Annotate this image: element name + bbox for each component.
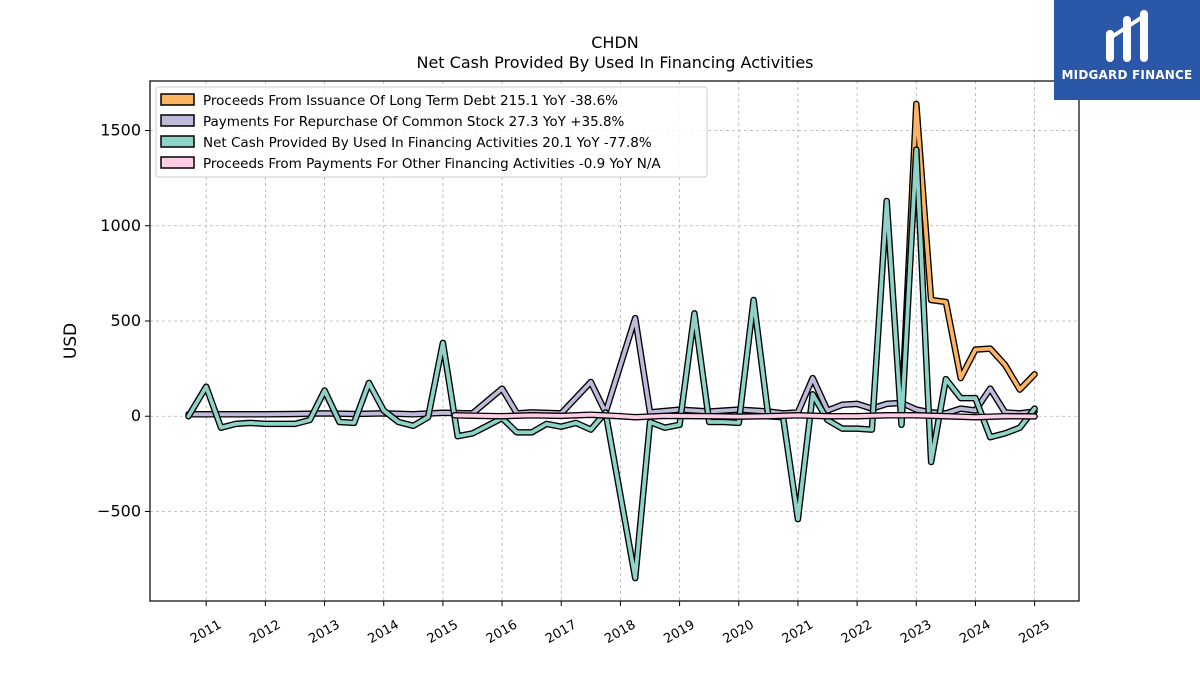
series-layer bbox=[185, 100, 1038, 582]
legend-label: Proceeds From Payments For Other Financi… bbox=[203, 156, 661, 172]
y-tick-label: −500 bbox=[97, 501, 141, 520]
x-tick-label: 2021 bbox=[780, 617, 816, 647]
plot-frame bbox=[149, 80, 1080, 602]
y-tick-label: 500 bbox=[110, 311, 141, 330]
x-tick-label: 2023 bbox=[898, 617, 934, 647]
x-tick-label: 2014 bbox=[366, 617, 402, 647]
series-3-outline bbox=[185, 146, 1038, 582]
brand-logo-mark-icon bbox=[1106, 10, 1148, 62]
brand-logo: MIDGARD FINANCE bbox=[1054, 0, 1200, 100]
x-tick-label: 2020 bbox=[721, 617, 757, 647]
x-tick-label: 2025 bbox=[1016, 617, 1052, 647]
y-tick-label: 0 bbox=[131, 406, 141, 425]
x-tick-label: 2017 bbox=[543, 617, 579, 647]
legend-swatch bbox=[160, 93, 195, 106]
legend-label: Proceeds From Issuance Of Long Term Debt… bbox=[203, 93, 618, 109]
legend-swatch bbox=[160, 135, 195, 148]
y-axis: −500 0 500 1000 1500 bbox=[97, 121, 150, 520]
legend: Proceeds From Issuance Of Long Term Debt… bbox=[155, 86, 708, 178]
x-tick-label: 2011 bbox=[188, 617, 224, 647]
series-3 bbox=[185, 146, 1038, 582]
legend-swatch bbox=[160, 114, 195, 127]
legend-label: Net Cash Provided By Used In Financing A… bbox=[203, 135, 652, 151]
legend-item-2: Payments For Repurchase Of Common Stock … bbox=[160, 114, 625, 130]
legend-box bbox=[155, 86, 708, 178]
legend-item-4: Proceeds From Payments For Other Financi… bbox=[160, 156, 661, 172]
x-tick-label: 2012 bbox=[247, 617, 283, 647]
legend-label: Payments For Repurchase Of Common Stock … bbox=[203, 114, 625, 130]
x-tick-label: 2024 bbox=[957, 617, 993, 647]
legend-swatch bbox=[160, 156, 195, 169]
y-tick-label: 1500 bbox=[100, 121, 141, 140]
legend-item-1: Proceeds From Issuance Of Long Term Debt… bbox=[160, 93, 618, 109]
chart-title: CHDN bbox=[591, 33, 639, 52]
x-tick-label: 2022 bbox=[839, 617, 875, 647]
x-tick-label: 2015 bbox=[425, 617, 461, 647]
series-4 bbox=[451, 411, 1038, 421]
series-3-line bbox=[186, 147, 1037, 580]
chart-subtitle: Net Cash Provided By Used In Financing A… bbox=[416, 53, 813, 72]
y-axis-label: USD bbox=[61, 323, 81, 359]
series-4-line bbox=[452, 412, 1037, 420]
x-axis: 2011 2012 2013 2014 2015 2016 2017 2018 2019 2020… bbox=[188, 601, 1053, 647]
series-1 bbox=[898, 100, 1038, 418]
series-1-line bbox=[899, 102, 1037, 417]
x-tick-label: 2013 bbox=[306, 617, 342, 647]
legend-item-3: Net Cash Provided By Used In Financing A… bbox=[160, 135, 652, 151]
x-tick-label: 2018 bbox=[602, 617, 638, 647]
y-tick-label: 1000 bbox=[100, 216, 141, 235]
brand-name: MIDGARD FINANCE bbox=[1061, 68, 1193, 82]
x-tick-label: 2016 bbox=[484, 617, 520, 647]
x-tick-label: 2019 bbox=[661, 617, 697, 647]
